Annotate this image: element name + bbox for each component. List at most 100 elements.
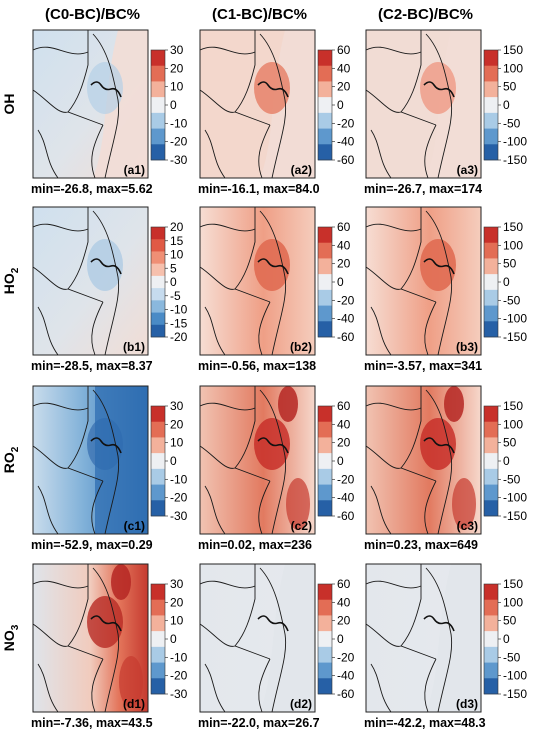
stats-label: min=-22.0, max=26.7	[198, 716, 320, 730]
boundary-line	[32, 223, 89, 232]
colorbar-segment	[318, 97, 332, 114]
colorbar-segment	[484, 453, 498, 470]
stats-label: min=-26.7, max=174	[364, 182, 482, 196]
colorbar-tick-label: -20	[337, 472, 355, 486]
colorbar-segment	[151, 453, 165, 470]
stats-label: min=-7.36, max=43.5	[31, 716, 153, 730]
colorbar-tick-label: 100	[503, 595, 523, 609]
colorbar: 60 40 20 0 -20 -40 -60	[317, 43, 355, 167]
boundary-line	[400, 386, 422, 469]
colorbar: 150 100 50 0 -50 -100 -150	[483, 220, 527, 344]
colorbar-tick-label: 5	[170, 261, 177, 275]
colorbar-segment	[318, 242, 332, 259]
boundary-line	[199, 89, 271, 126]
colorbar-tick-label: -20	[337, 650, 355, 664]
colorbar-tick-label: -10	[170, 303, 188, 317]
colorbar-segment	[484, 406, 498, 423]
boundary-line	[365, 46, 422, 55]
map-frame	[32, 563, 149, 713]
map-field	[200, 207, 315, 355]
row-labels: OH HO2 RO2 NO3	[1, 94, 21, 652]
colorbar-tick-label: 60	[337, 43, 351, 57]
colorbar-tick-label: 20	[337, 614, 351, 628]
boundary-line	[365, 266, 437, 303]
boundary-line	[204, 485, 226, 535]
panel-label: (d1)	[123, 697, 145, 711]
colorbar-tick-label: 0	[503, 632, 510, 646]
colorbar-segment	[484, 599, 498, 616]
stats-label: min=-28.5, max=8.37	[31, 359, 153, 373]
panel-label: (d3)	[456, 697, 478, 711]
colorbar-segment	[318, 500, 332, 517]
river-line	[423, 437, 455, 454]
colorbar-tick-label: -100	[503, 135, 527, 149]
colorbar-tick-label: -20	[337, 116, 355, 130]
boundary-line	[365, 623, 437, 660]
colorbar-tick-label: 20	[337, 436, 351, 450]
colorbar-segment	[484, 631, 498, 648]
river-line	[90, 437, 122, 454]
colorbar-tick-label: 100	[503, 238, 523, 252]
boundary-line	[258, 301, 271, 356]
map-frame	[32, 385, 149, 535]
colorbar-segment	[318, 65, 332, 82]
colorbar-segment	[484, 128, 498, 145]
colorbar-segment	[151, 65, 165, 82]
colorbar-tick-label: -20	[170, 135, 188, 149]
colorbar-segment	[318, 421, 332, 438]
boundary-line	[199, 223, 256, 232]
stats-label: min=-3.57, max=341	[364, 359, 482, 373]
colorbar-segment	[484, 81, 498, 98]
colorbar-tick-label: -40	[337, 312, 355, 326]
colorbar-tick-label: 100	[503, 417, 523, 431]
boundary-line	[234, 30, 256, 113]
colorbar-tick-label: -10	[170, 116, 188, 130]
boundary-line	[370, 485, 392, 535]
stats-label: min=-26.8, max=5.62	[31, 182, 153, 196]
panel-a3: (a3) min=-26.7, max=174 150 100 50 0 -50 -100 -1…	[364, 29, 527, 196]
river-line	[257, 615, 289, 632]
boundary-line	[425, 567, 453, 713]
boundary-line	[67, 207, 89, 290]
colorbar-tick-label: 20	[170, 220, 184, 234]
colorbar-tick-label: -20	[170, 491, 188, 505]
colorbar-tick-label: -10	[170, 472, 188, 486]
colorbar-tick-label: 150	[503, 43, 523, 57]
colorbar-segment	[318, 615, 332, 632]
boundary-line	[424, 124, 437, 179]
colorbar-segment	[318, 321, 332, 338]
colorbar-tick-label: 150	[503, 220, 523, 234]
colorbar-segment	[318, 305, 332, 322]
river-line	[257, 81, 289, 98]
colorbar-tick-label: -60	[337, 153, 355, 167]
colorbar-segment	[318, 274, 332, 291]
colorbar-segment	[484, 421, 498, 438]
colorbar-tick-label: 30	[170, 399, 184, 413]
river-line	[90, 615, 122, 632]
colorbar-segment	[151, 584, 165, 601]
colorbar-tick-label: 0	[337, 632, 344, 646]
colorbar-segment	[151, 615, 165, 632]
panel-label: (b3)	[456, 340, 478, 354]
colorbar-segment	[484, 646, 498, 663]
panel-c2: (c2) min=0.02, max=236 60 40 20 0 -20 -40 -60	[198, 385, 355, 552]
panel-label: (b2)	[290, 340, 312, 354]
colorbar-tick-label: -50	[503, 293, 521, 307]
sea-region	[260, 564, 315, 712]
colorbar-segment	[151, 50, 165, 67]
hotspot	[444, 386, 464, 422]
colorbar-tick-label: 40	[337, 238, 351, 252]
river-line	[423, 81, 455, 98]
colorbar-segment	[151, 631, 165, 648]
colorbar-segment	[484, 242, 498, 259]
boundary-line	[37, 485, 59, 535]
boundary-line	[92, 33, 120, 179]
colorbar-tick-label: -40	[337, 135, 355, 149]
colorbar-segment	[484, 615, 498, 632]
colorbar-tick-label: 50	[503, 80, 517, 94]
map-frame	[199, 206, 316, 356]
river-line	[423, 615, 455, 632]
river-line	[423, 258, 455, 275]
river-line	[90, 81, 122, 98]
boundary-line	[259, 210, 287, 356]
